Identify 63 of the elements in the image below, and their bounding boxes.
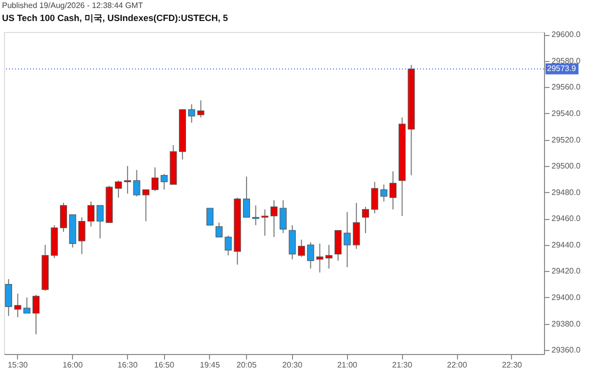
candlestick [243,176,250,218]
candlestick [316,243,324,274]
candlestick [152,166,159,192]
x-tick-label: 15:30 [8,360,28,370]
candlestick [96,204,104,239]
candlestick [197,100,204,118]
candlestick [325,244,332,270]
x-tick-label: 22:00 [447,360,468,370]
candlestick [78,216,86,255]
candlestick [142,189,150,222]
x-tick-label: 20:05 [236,360,258,370]
y-tick-label: 29420.0 [552,266,581,276]
candlestick [280,200,287,234]
candlestick [298,239,305,258]
x-tick-label: 19:45 [200,360,220,370]
x-tick-label: 20:30 [282,360,303,370]
y-tick-label: 29520.0 [552,135,581,144]
x-tick-label: 21:30 [392,360,413,370]
candlestick [270,200,278,238]
y-tick-label: 29540.0 [552,108,581,118]
candlestick [252,204,260,226]
y-tick-label: 29600.0 [552,30,581,40]
candlestick [261,208,268,236]
candlestick [32,294,40,335]
y-tick-label: 29500.0 [552,162,581,171]
candlestick [14,293,22,318]
y-tick-label: 29560.0 [552,82,581,92]
x-tick-label: 16:30 [118,360,138,370]
candlestick [160,173,168,190]
x-tick-label: 16:00 [62,360,84,370]
text: Published 19/Aug/2026 - 12:38:44 GMT [2,1,144,10]
y-tick-label: 29480.0 [552,188,581,197]
candlestick [133,170,140,197]
y-tick-label: 29380.0 [552,319,581,328]
candlestick [288,224,296,260]
y-tick-label: 29360.0 [552,346,581,355]
candlestick [5,278,12,316]
candlestick [124,166,132,194]
y-tick-label: 29400.0 [552,292,581,302]
candlestick [188,104,196,124]
candlestick [389,170,396,210]
ref-line-label: 29573.9 [547,64,576,73]
x-tick-label: 16:50 [154,360,175,370]
candlestick [216,222,223,238]
chart-title: US Tech 100 Cash, 미국, USIndexes(CFD):USTECH, 5 [2,13,228,23]
candlestick [380,184,388,202]
candlestick [224,235,232,256]
candlestick [352,202,360,250]
candlestick [87,201,94,228]
candlestick [362,206,370,234]
y-tick-label: 29460.0 [552,214,581,224]
candlestick [371,181,378,214]
candlestick [114,180,122,198]
candlestick [307,242,314,270]
candlestick [23,296,30,314]
x-tick-label: 22:30 [502,360,523,370]
x-tick-label: 21:00 [337,360,358,370]
candlestick [334,230,342,262]
y-tick-label: 29580.0 [552,56,581,66]
candlestick [344,212,351,268]
y-tick-label: 29440.0 [552,240,581,250]
candlestick [206,208,214,226]
candlestick [60,202,67,232]
